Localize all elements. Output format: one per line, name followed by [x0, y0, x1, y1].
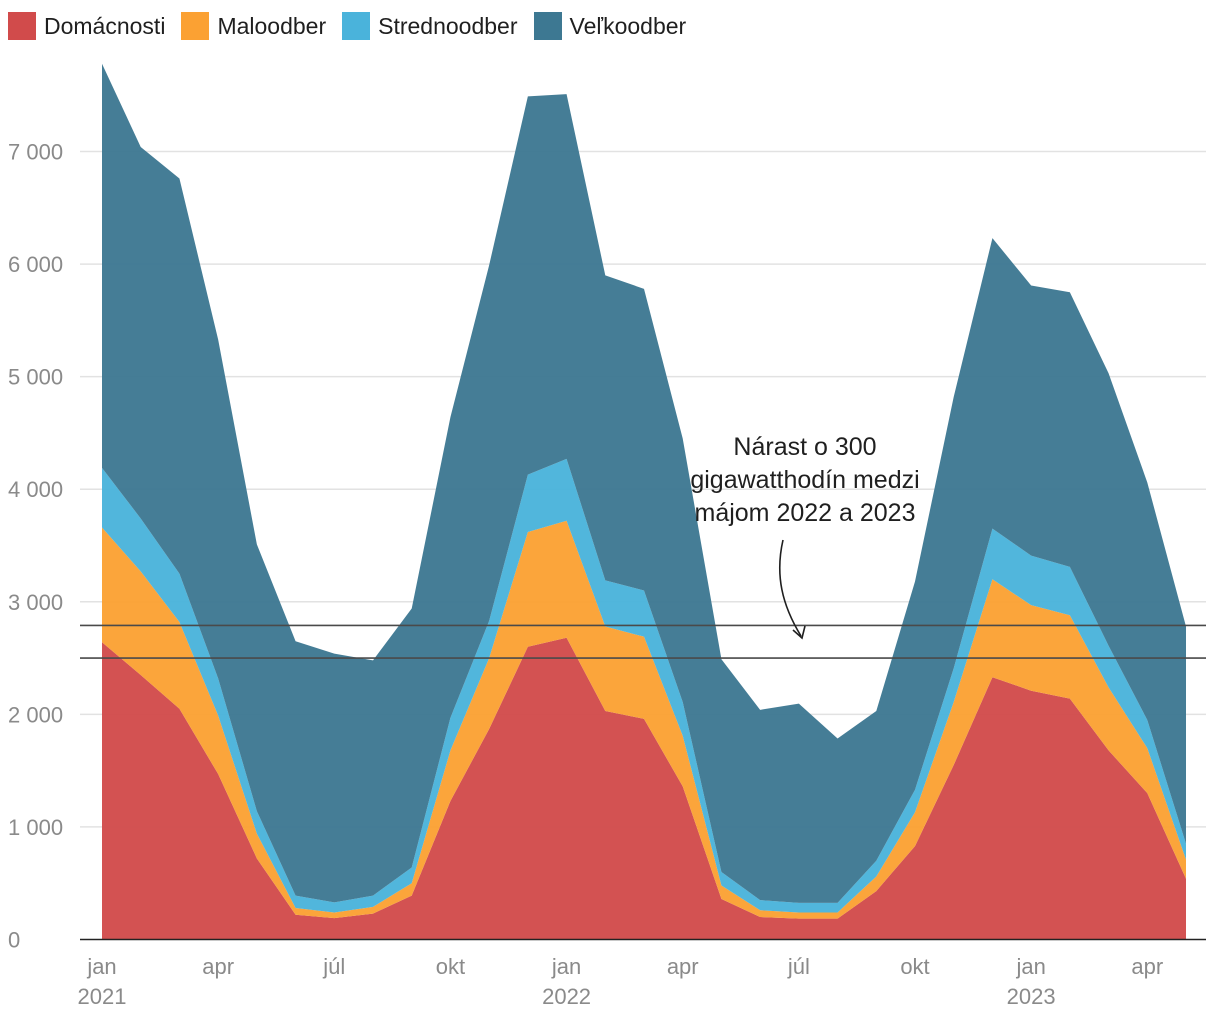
- area-maloodber: [102, 520, 1186, 919]
- x-tick-month: jan: [86, 954, 116, 979]
- axes: 0 1 000 2 000 3 000 4 000 5 000 6 000 7 000 jan 2…: [8, 140, 1206, 1009]
- y-tick-label: 0: [8, 928, 20, 953]
- legend-label: Veľkoodber: [569, 12, 687, 39]
- annotation-arrowhead: [792, 625, 806, 640]
- legend-item-1: Maloodber: [181, 12, 326, 40]
- legend-label: Maloodber: [217, 12, 327, 39]
- legend-item-0: Domácnosti: [8, 12, 165, 40]
- x-tick-month: jan: [1015, 954, 1045, 979]
- x-tick-month: okt: [900, 954, 929, 979]
- x-tick-month: apr: [667, 954, 699, 979]
- legend-item-2: Strednoodber: [342, 12, 518, 40]
- y-tick-label: 2 000: [8, 702, 63, 727]
- y-tick-label: 7 000: [8, 140, 63, 165]
- legend-swatch: [8, 12, 36, 40]
- x-tick-month: okt: [436, 954, 465, 979]
- legend-swatch: [533, 12, 562, 40]
- x-tick-month: apr: [1131, 954, 1163, 979]
- legend-item-3: Veľkoodber: [533, 12, 687, 40]
- annotation-line: gigawatthodín medzi: [690, 466, 919, 494]
- legend-label: Domácnosti: [44, 12, 166, 39]
- y-tick-label: 1 000: [8, 815, 63, 840]
- annotation-line: Nárast o 300: [733, 433, 876, 461]
- area-series: [102, 63, 1186, 940]
- x-tick-month: júl: [787, 954, 810, 979]
- y-tick-label: 5 000: [8, 365, 63, 390]
- legend-label: Strednoodber: [378, 12, 518, 39]
- x-tick-year: 2021: [78, 984, 127, 1009]
- annotation: Nárast o 300 gigawatthodín medzi májom 202…: [690, 433, 920, 640]
- area-strednoodber: [102, 458, 1186, 913]
- x-tick-year: 2023: [1007, 984, 1056, 1009]
- area-veľkoodber: [102, 63, 1186, 903]
- chart-legend: Domácnosti Maloodber Strednoodber Veľkoodbe…: [8, 8, 702, 44]
- annotation-arrow: [778, 539, 802, 637]
- y-tick-label: 3 000: [8, 590, 63, 615]
- y-tick-label: 4 000: [8, 477, 63, 502]
- x-tick-month: júl: [322, 954, 345, 979]
- x-tick-year: 2022: [542, 984, 591, 1009]
- x-tick-month: apr: [202, 954, 234, 979]
- y-tick-label: 6 000: [8, 252, 63, 277]
- legend-swatch: [342, 12, 371, 40]
- reference-lines: [80, 624, 1206, 659]
- legend-swatch: [181, 12, 210, 40]
- annotation-line: májom 2022 a 2023: [695, 499, 916, 527]
- area-domácnosti: [102, 637, 1186, 940]
- x-tick-month: jan: [551, 954, 581, 979]
